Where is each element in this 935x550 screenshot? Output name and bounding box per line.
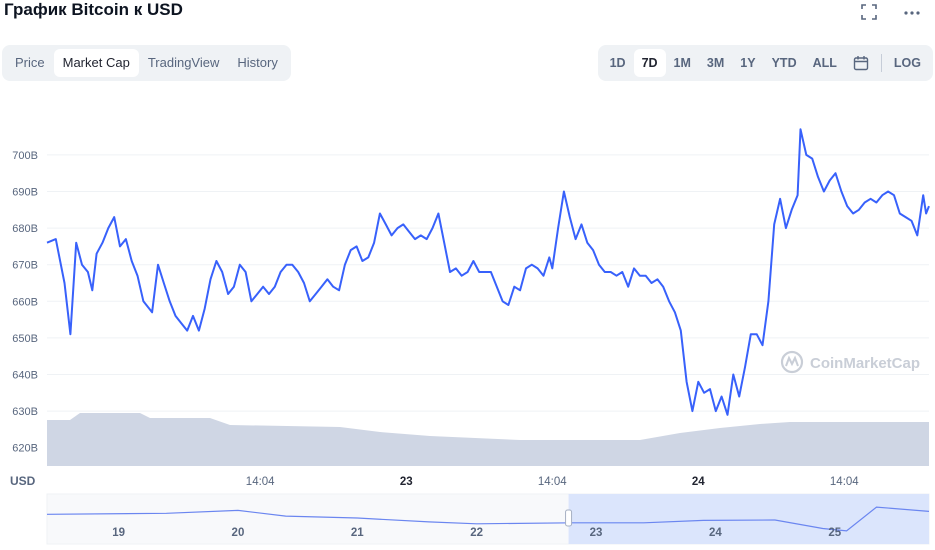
navigator-tick-label: 23 (590, 527, 603, 539)
x-tick-label: 23 (400, 476, 413, 488)
y-tick-label: 660B (12, 296, 38, 308)
more-icon[interactable] (903, 4, 921, 25)
series-line (46, 128, 930, 416)
fullscreen-icon[interactable] (861, 4, 877, 25)
range-all[interactable]: ALL (812, 56, 837, 70)
range-tabs: 1D 7D 1M 3M 1Y YTD ALL LOG (597, 45, 933, 81)
tab-tradingview[interactable]: TradingView (147, 55, 220, 70)
top-icons (861, 4, 921, 25)
range-7d[interactable]: 7D (633, 49, 666, 77)
coinmarketcap-watermark: CoinMarketCap (780, 350, 920, 374)
navigator-tick-label: 19 (112, 527, 125, 539)
divider (880, 54, 882, 72)
tab-price[interactable]: Price (15, 55, 45, 70)
range-1d[interactable]: 1D (609, 56, 626, 70)
log-toggle[interactable]: LOG (893, 56, 921, 70)
y-tick-label: 690B (12, 187, 38, 199)
range-1y[interactable]: 1Y (740, 56, 756, 70)
volume-band (47, 413, 929, 466)
y-tick-label: 640B (12, 370, 38, 382)
range-navigator[interactable]: 19 20 21 22 23 24 25 (46, 493, 930, 545)
page-title: График Bitcoin к USD (4, 0, 183, 19)
tab-history[interactable]: History (237, 55, 278, 70)
x-tick-label: 24 (692, 476, 705, 488)
navigator-tick-label: 24 (709, 527, 722, 539)
range-ytd[interactable]: YTD (771, 56, 797, 70)
y-tick-label: 700B (12, 150, 38, 162)
tab-market-cap[interactable]: Market Cap (53, 49, 139, 77)
range-1m[interactable]: 1M (673, 56, 691, 70)
range-3m[interactable]: 3M (706, 56, 725, 70)
navigator-tick-label: 22 (470, 527, 483, 539)
y-tick-label: 670B (12, 260, 38, 272)
navigator-tick-label: 21 (351, 527, 364, 539)
navigator-selection[interactable] (568, 494, 929, 544)
navigator-tick-label: 20 (232, 527, 245, 539)
x-tick-label: 14:04 (246, 476, 275, 488)
x-tick-label: 14:04 (830, 476, 859, 488)
y-tick-label: 630B (12, 406, 38, 418)
chart-type-tabs: Price Market Cap TradingView History (2, 45, 291, 81)
watermark-label: CoinMarketCap (810, 355, 920, 372)
navigator-line (46, 506, 930, 532)
y-tick-label: 650B (12, 333, 38, 345)
navigator-tick-label: 25 (828, 527, 841, 539)
y-tick-label: 680B (12, 223, 38, 235)
x-tick-label: 14:04 (538, 476, 567, 488)
y-tick-label: 620B (12, 443, 38, 455)
currency-label: USD (10, 474, 36, 488)
calendar-icon[interactable] (845, 49, 877, 77)
navigator-handle-left[interactable] (565, 509, 573, 527)
